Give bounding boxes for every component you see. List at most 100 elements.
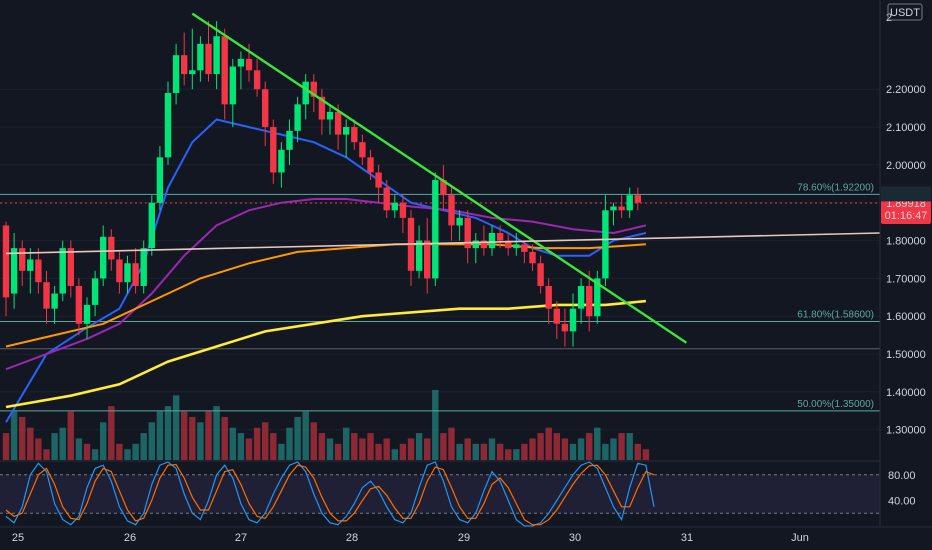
candle-body <box>51 293 58 309</box>
date-label: 27 <box>235 532 247 544</box>
volume-bar <box>67 411 74 460</box>
volume-bar <box>448 427 455 460</box>
candle-body <box>43 282 50 309</box>
volume-bar <box>537 433 544 460</box>
candle-body <box>75 285 83 324</box>
volume-bar <box>253 427 261 460</box>
currency-badge[interactable] <box>887 3 923 21</box>
osc-tick: 80.00 <box>888 470 916 482</box>
candle-body <box>634 195 641 203</box>
moving-average-line <box>5 198 647 371</box>
candle-body <box>318 96 326 120</box>
volume-bar <box>164 406 172 460</box>
candle-body <box>448 195 455 226</box>
volume-bar <box>472 443 479 460</box>
volume-bar <box>140 433 147 460</box>
moving-average-line <box>5 118 647 423</box>
candle-body <box>326 111 334 120</box>
date-label: 25 <box>12 532 24 544</box>
candle-body <box>294 104 301 131</box>
volume-bar <box>343 427 350 460</box>
candle-body <box>59 248 66 294</box>
candle-body <box>610 206 617 211</box>
osc-tick: 40.00 <box>888 495 916 507</box>
candle-body <box>383 187 390 211</box>
candle-body <box>480 240 488 249</box>
volume-bar <box>626 433 633 460</box>
volume-bar <box>602 443 609 460</box>
volume-bar <box>43 449 50 460</box>
volume-bar <box>270 433 277 460</box>
price-tick: 1.30000 <box>886 425 926 437</box>
volume-bar <box>302 411 309 460</box>
volume-bar <box>577 438 585 460</box>
candle-body <box>181 55 188 75</box>
drawn-lines <box>5 12 881 344</box>
volume-bar <box>189 416 196 460</box>
volume-bar <box>553 433 560 460</box>
candle-body <box>83 304 91 324</box>
date-label: 28 <box>346 532 358 544</box>
candle-body <box>472 240 479 249</box>
osc-band <box>0 474 880 514</box>
volume-bar <box>229 427 236 460</box>
candle-body <box>302 81 309 105</box>
volume-bar <box>440 433 447 460</box>
trendline[interactable] <box>191 12 688 344</box>
volume-bar <box>545 427 552 460</box>
candle-body <box>456 217 463 226</box>
price-tag <box>881 194 931 225</box>
volume-bar <box>148 422 155 460</box>
candle-body <box>100 236 107 279</box>
horizontal-ray[interactable] <box>5 232 881 255</box>
candle-body <box>343 127 350 135</box>
candle-body <box>586 285 593 317</box>
candle-body <box>496 233 504 241</box>
price-tick: 2.10000 <box>886 122 926 134</box>
candle-body <box>156 157 164 203</box>
candle-body <box>488 233 496 249</box>
candle-body <box>594 278 601 317</box>
price-tag-countdown: 01:16:47 <box>885 210 928 222</box>
fib-tag <box>881 186 931 202</box>
candle-body <box>367 157 374 173</box>
price-tick: 2.20000 <box>886 84 926 96</box>
candle-body <box>505 240 512 249</box>
volume-bar <box>375 443 382 460</box>
volume-bar <box>618 433 625 460</box>
candle-body <box>529 251 536 264</box>
volume-bar <box>10 411 18 460</box>
fib-label: 61.80%(1.58600) <box>797 310 874 321</box>
candle-body <box>270 127 277 173</box>
candle-body <box>67 248 74 286</box>
volume-bar <box>172 395 180 460</box>
candle-body <box>569 308 577 332</box>
stoch-rsi-panel <box>0 460 932 527</box>
volume-bar <box>19 416 26 460</box>
price-tick: 1.70000 <box>886 273 926 285</box>
volume-bar <box>326 438 334 460</box>
date-label: 29 <box>458 532 470 544</box>
volume-bar <box>456 443 463 460</box>
candle-body <box>432 180 439 279</box>
volume-bar <box>205 411 212 460</box>
time-axis-background <box>0 527 932 550</box>
volume-bar <box>245 438 253 460</box>
candle-body <box>375 172 382 188</box>
candle-body <box>602 210 609 279</box>
volume-bar <box>221 416 228 460</box>
candle-body <box>140 248 147 286</box>
candle-body <box>108 236 115 260</box>
candle-body <box>172 55 180 94</box>
price-tick: 1.80000 <box>886 236 926 248</box>
candle-body <box>91 278 99 305</box>
candle-body <box>577 285 585 309</box>
price-tick: 1.40000 <box>886 387 926 399</box>
price-tick-top: 2 <box>886 12 892 24</box>
candle-body <box>189 70 196 75</box>
date-label: 26 <box>124 532 136 544</box>
volume-bar <box>197 422 204 460</box>
candle-body <box>19 248 26 271</box>
date-label: 31 <box>681 532 693 544</box>
